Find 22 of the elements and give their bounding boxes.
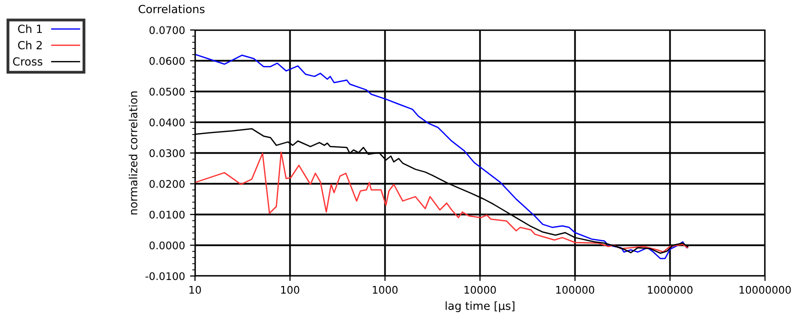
y-tick-label: 0.0700 — [150, 26, 185, 34]
legend-label: Ch 1 — [18, 24, 42, 34]
x-tick-label: 1000000 — [648, 286, 693, 294]
x-tick-label: 100000 — [556, 286, 594, 294]
y-tick-label: 0.0000 — [150, 241, 185, 250]
legend-label: Cross — [13, 57, 42, 66]
legend-label: Ch 2 — [18, 40, 42, 50]
chart-title: Correlations — [138, 4, 205, 14]
y-tick-label: 0.0100 — [150, 210, 185, 219]
y-tick-label: 0.0400 — [150, 118, 185, 126]
y-tick-label: 0.0500 — [150, 88, 185, 96]
x-tick-label: 10000 — [464, 286, 496, 294]
y-tick-label: -0.0100 — [146, 272, 185, 280]
x-tick-label: 10 — [190, 286, 201, 294]
y-tick-label: 0.0600 — [150, 56, 185, 65]
x-tick-label: 100 — [281, 286, 300, 294]
x-axis-title: lag time [µs] — [446, 301, 514, 312]
y-tick-label: 0.0300 — [150, 149, 185, 158]
y-axis-title: normalized correlation — [128, 92, 138, 214]
x-tick-label: 1000 — [372, 286, 398, 294]
y-tick-label: 0.0200 — [150, 180, 185, 188]
x-tick-label: 10000000 — [740, 286, 791, 294]
